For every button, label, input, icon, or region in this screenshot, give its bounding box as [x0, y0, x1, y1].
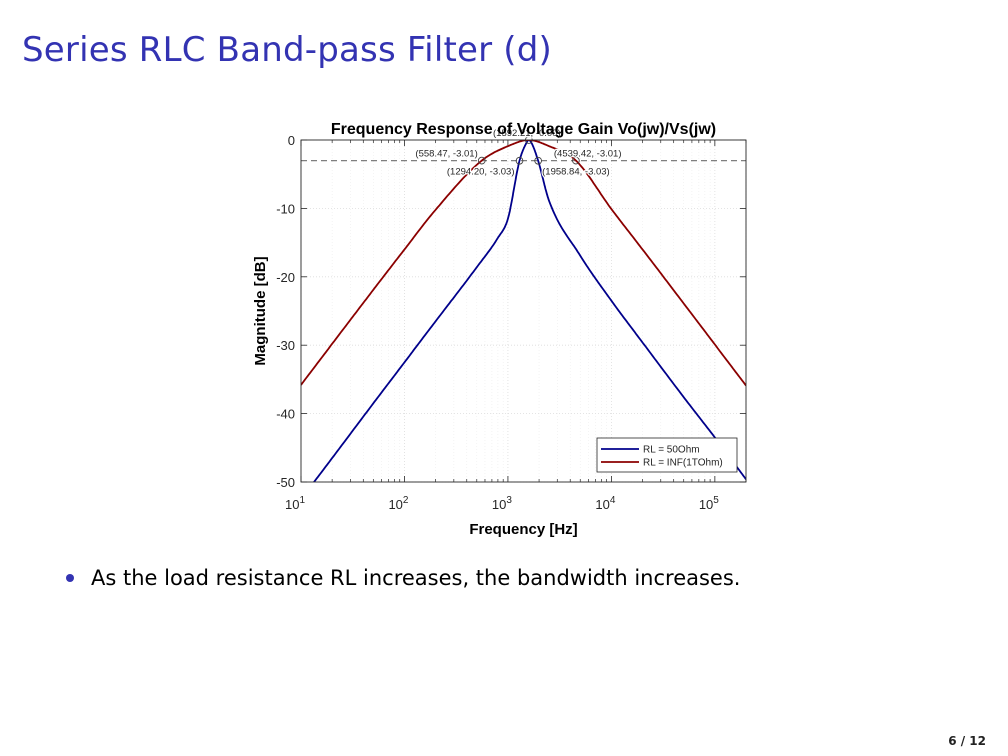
y-tick-label: -50	[276, 475, 295, 490]
y-tick-label: -10	[276, 201, 295, 216]
legend-label-1: RL = INF(1TOhm)	[643, 458, 723, 469]
bullet-text: As the load resistance RL increases, the…	[91, 566, 741, 590]
bullet-dot	[66, 574, 74, 582]
data-marker	[477, 156, 486, 165]
data-marker	[572, 156, 580, 165]
series-line-1	[301, 140, 746, 387]
frequency-response-chart: 101 102 103 104 105 0 -10 -20 -30 -40 -50 (558.47, …	[252, 121, 747, 538]
legend-label-0: RL = 50Ohm	[643, 445, 700, 456]
legend-box	[596, 437, 738, 473]
x-tick-label: 102	[388, 495, 408, 512]
x-tick-label: 104	[595, 495, 615, 512]
data-point-label: (1592.21, -0.00)	[493, 128, 561, 139]
data-point-label: (1294.20, -3.03)	[447, 167, 515, 178]
x-tick-label: 105	[699, 495, 719, 512]
y-tick-label: -20	[276, 270, 295, 285]
axes-box	[300, 139, 747, 483]
page-number: 6 / 12	[948, 734, 986, 748]
chart-title: Frequency Response of Voltage Gain Vo(jw…	[331, 121, 716, 138]
data-marker	[534, 156, 542, 165]
x-tick-label: 101	[285, 495, 305, 512]
y-tick-label: 0	[288, 133, 295, 148]
y-tick-label: -30	[276, 338, 295, 353]
x-tick-label: 103	[492, 495, 512, 512]
series-line-0	[312, 140, 746, 482]
data-point-label: (4539.42, -3.01)	[554, 149, 622, 160]
bullet-item: As the load resistance RL increases, the…	[66, 566, 740, 590]
data-marker	[515, 156, 524, 165]
x-axis-label: Frequency [Hz]	[469, 521, 577, 538]
y-tick-label: -40	[276, 407, 295, 422]
data-point-label: (558.47, -3.01)	[415, 149, 477, 160]
y-axis-label: Magnitude [dB]	[252, 256, 269, 365]
slide-title: Series RLC Band-pass Filter (d)	[22, 30, 553, 70]
plot-area	[301, 140, 746, 482]
data-point-label: (1958.84, -3.03)	[542, 167, 610, 178]
